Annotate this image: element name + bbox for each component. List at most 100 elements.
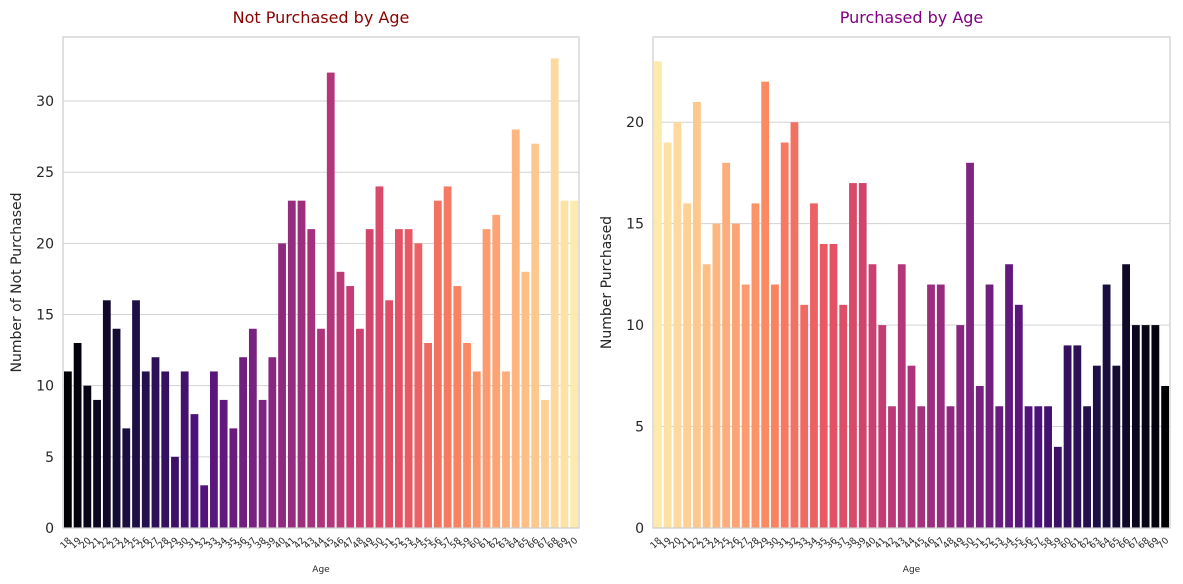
chart-title: Purchased by Age [840, 8, 984, 27]
bar [560, 200, 569, 528]
bar [190, 414, 199, 528]
plot-frame [652, 36, 1171, 529]
bar [511, 129, 520, 528]
bar [307, 229, 316, 528]
bar [1161, 385, 1170, 528]
bar [161, 371, 170, 528]
y-tick-label: 5 [635, 420, 644, 436]
bar [414, 243, 423, 529]
bar [829, 243, 838, 528]
bar [897, 264, 906, 528]
bar [317, 328, 325, 528]
chart-title: Not Purchased by Age [233, 8, 410, 27]
bar [780, 142, 789, 528]
bar [1044, 406, 1052, 528]
bar [297, 200, 306, 528]
bar [1151, 325, 1160, 528]
bar [278, 243, 286, 529]
bar [219, 399, 228, 528]
y-tick-label: 10 [36, 379, 54, 395]
plot-frame [62, 36, 580, 529]
bar [888, 406, 896, 528]
bars [63, 58, 579, 529]
bar [732, 223, 740, 528]
bar [365, 229, 374, 528]
bar [1063, 345, 1072, 528]
bar [653, 61, 662, 528]
bar [229, 428, 238, 528]
y-tick-label: 30 [36, 94, 54, 110]
bar [112, 328, 121, 528]
bar [463, 342, 471, 528]
y-tick-label: 25 [36, 165, 54, 181]
bar [424, 342, 432, 528]
bar [83, 385, 92, 528]
bar [141, 371, 150, 528]
bar [722, 162, 731, 528]
bar [683, 203, 692, 529]
y-tick-label: 0 [635, 521, 644, 537]
bar [570, 200, 579, 528]
bar [385, 300, 394, 528]
bar [975, 385, 984, 528]
bar [63, 371, 72, 528]
x-axis-label: Age [903, 565, 921, 575]
bar [200, 485, 209, 528]
bar [946, 406, 955, 528]
bar [1141, 325, 1150, 528]
bar [404, 229, 413, 528]
bar [790, 122, 799, 528]
bar [995, 406, 1004, 528]
bar [492, 214, 501, 528]
y-tick-label: 20 [36, 236, 54, 252]
bar [927, 284, 935, 528]
chart-not-purchased: Not Purchased by Age Number of Not Purch… [9, 8, 580, 575]
bar [171, 456, 179, 528]
bar [702, 264, 711, 528]
bar [502, 371, 510, 528]
bar [1122, 264, 1131, 528]
y-axis-label: Number Purchased [599, 216, 615, 349]
bar [771, 284, 779, 528]
bar [663, 142, 672, 528]
bar [1053, 446, 1062, 528]
bar [453, 286, 462, 528]
bar [122, 428, 131, 528]
bar [132, 300, 140, 528]
bar [258, 399, 267, 528]
bar [858, 183, 867, 528]
bar [1005, 264, 1013, 528]
bar [849, 183, 857, 528]
chart-purchased: Purchased by Age Number Purchased Age 0 5… [599, 8, 1171, 575]
bar [268, 357, 277, 528]
y-tick-label: 0 [45, 521, 54, 537]
bar [336, 271, 345, 528]
bar [673, 122, 682, 528]
bar [692, 101, 701, 528]
y-tick-label: 5 [45, 450, 54, 466]
y-tick-label: 15 [36, 308, 54, 324]
bar [1102, 284, 1111, 528]
bar [180, 371, 189, 528]
bar [1073, 345, 1082, 528]
bar [810, 203, 818, 529]
bar [966, 162, 974, 528]
bar [819, 243, 828, 528]
bar [1092, 365, 1101, 528]
x-axis-label: Age [312, 565, 330, 575]
bar [443, 186, 452, 528]
bar [151, 357, 160, 528]
bar [868, 264, 877, 528]
bar [1034, 406, 1043, 528]
bar [472, 371, 481, 528]
bar [356, 328, 364, 528]
bar [541, 399, 549, 528]
bar [1131, 325, 1140, 528]
bar [1083, 406, 1091, 528]
bar [907, 365, 916, 528]
bar [210, 371, 218, 528]
bar [800, 304, 809, 528]
bar [287, 200, 296, 528]
bar [1112, 365, 1121, 528]
x-tick-label: 70 [565, 536, 580, 551]
